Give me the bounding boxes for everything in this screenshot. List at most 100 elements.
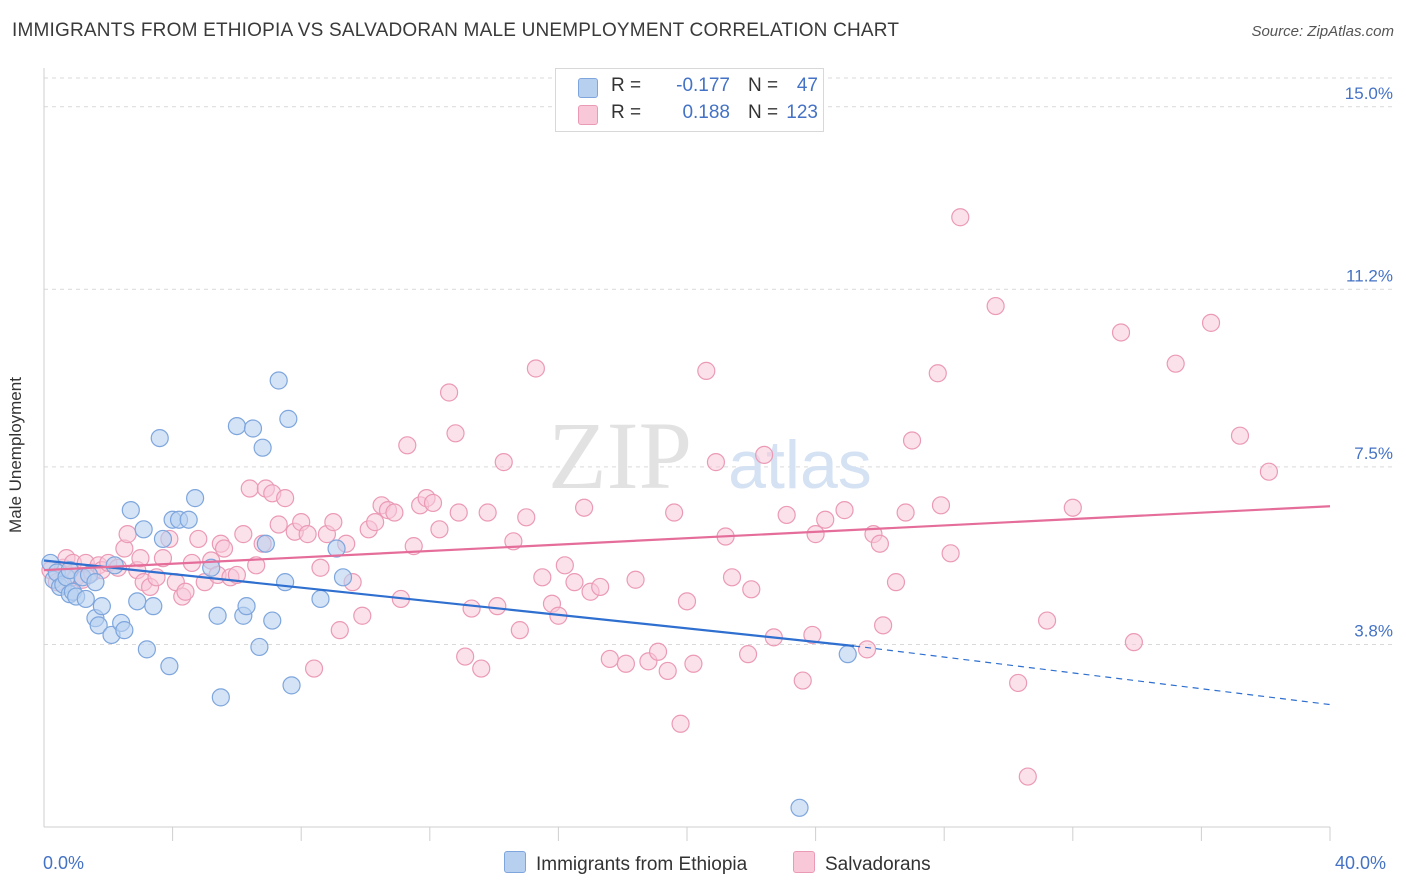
y-tick-label: 7.5% bbox=[1354, 444, 1393, 463]
salvadoran-point bbox=[385, 503, 404, 522]
n-label: N = bbox=[748, 102, 779, 123]
salvadoran-trend-line bbox=[43, 505, 1331, 572]
salvadoran-point bbox=[665, 503, 684, 522]
salvadoran-legend-swatch bbox=[793, 851, 815, 873]
salvadoran-point bbox=[803, 625, 822, 645]
ethiopia-trend-extension bbox=[854, 645, 1331, 706]
ethiopia-trend-line bbox=[43, 559, 855, 648]
r-value: -0.177 bbox=[676, 75, 730, 96]
salvadoran-point bbox=[510, 621, 529, 640]
salvadoran-point bbox=[616, 654, 636, 673]
salvadoran-point bbox=[366, 513, 385, 532]
salvadoran-point bbox=[1124, 633, 1143, 652]
salvadoran-point bbox=[462, 599, 481, 618]
salvadoran-point bbox=[472, 659, 491, 678]
ethiopia-point bbox=[253, 438, 272, 457]
salvadoran-point bbox=[353, 606, 372, 625]
ethiopia-swatch bbox=[578, 78, 598, 98]
salvadoran-point bbox=[902, 431, 922, 450]
salvadoran-point bbox=[835, 501, 854, 520]
ethiopia-point bbox=[92, 597, 111, 616]
watermark: ZIP atlas bbox=[548, 402, 872, 509]
salvadoran-point bbox=[269, 515, 288, 534]
salvadoran-point bbox=[247, 556, 266, 575]
salvadoran-point bbox=[591, 577, 610, 597]
salvadoran-point bbox=[446, 424, 465, 443]
legend-item-salvadoran: Salvadorans bbox=[793, 851, 931, 877]
salvadoran-point bbox=[742, 580, 761, 599]
y-tick-label: 11.2% bbox=[1346, 266, 1393, 285]
salvadoran-point bbox=[234, 525, 253, 544]
salvadoran-point bbox=[131, 549, 150, 568]
ethiopia-point bbox=[282, 676, 301, 695]
salvadoran-point bbox=[526, 359, 545, 378]
salvadoran-point bbox=[677, 592, 697, 611]
axes bbox=[43, 68, 1331, 841]
ethiopia-point bbox=[121, 501, 140, 520]
n-value: 47 bbox=[796, 75, 818, 96]
salvadoran-point bbox=[214, 539, 234, 558]
salvadoran-point bbox=[189, 529, 208, 549]
ethiopia-point bbox=[186, 489, 205, 508]
salvadoran-point bbox=[671, 714, 690, 733]
ethiopia-point bbox=[179, 510, 198, 529]
n-label: N = bbox=[748, 75, 779, 96]
ethiopia-point bbox=[89, 616, 108, 635]
watermark-atlas: atlas bbox=[728, 427, 872, 503]
ethiopia-point bbox=[202, 558, 221, 577]
salvadoran-point bbox=[565, 573, 584, 592]
legend-label-salvadoran: Salvadorans bbox=[825, 854, 931, 875]
ethiopia-point bbox=[208, 606, 227, 625]
salvadoran-point bbox=[658, 661, 677, 681]
ethiopia-point bbox=[250, 637, 269, 657]
salvadoran-point bbox=[276, 489, 295, 508]
salvadoran-point bbox=[1259, 462, 1279, 481]
salvadoran-point bbox=[324, 513, 343, 532]
salvadoran-point bbox=[896, 503, 915, 522]
salvadoran-point bbox=[478, 503, 497, 522]
salvadoran-point bbox=[986, 296, 1005, 316]
correlation-legend: R = -0.177 N = 47 R = 0.188 N = 123 bbox=[555, 68, 824, 132]
ethiopia-point bbox=[838, 645, 857, 664]
x-tick-label-max: 40.0% bbox=[1335, 853, 1387, 873]
salvadoran-point bbox=[439, 383, 459, 402]
salvadoran-point bbox=[1009, 673, 1028, 693]
salvadoran-point bbox=[517, 508, 536, 527]
salvadoran-point bbox=[1037, 611, 1057, 630]
legend-label-ethiopia: Immigrants from Ethiopia bbox=[536, 854, 748, 875]
ethiopia-point bbox=[86, 573, 105, 592]
ethiopia-point bbox=[243, 419, 263, 438]
salvadoran-point bbox=[951, 208, 970, 227]
ethiopia-point bbox=[76, 589, 95, 609]
y-tick-label: 3.8% bbox=[1354, 622, 1393, 641]
ethiopia-point bbox=[327, 539, 346, 558]
salvadoran-point bbox=[430, 520, 449, 539]
salvadoran-point bbox=[626, 570, 645, 589]
ethiopia-point bbox=[115, 621, 134, 640]
ethiopia-point bbox=[256, 534, 275, 553]
salvadoran-point bbox=[423, 493, 443, 513]
ethiopia-point bbox=[263, 611, 282, 630]
salvadoran-point bbox=[304, 659, 324, 678]
ethiopia-point bbox=[269, 371, 288, 390]
salvadoran-point bbox=[118, 525, 137, 544]
salvadoran-point bbox=[330, 621, 349, 640]
ethiopia-point bbox=[790, 798, 809, 817]
salvadoran-point bbox=[153, 549, 173, 568]
salvadoran-point bbox=[941, 544, 960, 563]
ethiopia-point bbox=[137, 640, 156, 659]
salvadoran-point bbox=[928, 364, 947, 383]
chart-title: IMMIGRANTS FROM ETHIOPIA VS SALVADORAN M… bbox=[12, 20, 900, 41]
y-tick-label: 15.0% bbox=[1345, 84, 1393, 103]
salvadoran-point bbox=[886, 573, 906, 592]
source-label: Source: ZipAtlas.com bbox=[1251, 23, 1394, 40]
ethiopia-point bbox=[311, 589, 330, 609]
salvadoran-point bbox=[176, 582, 195, 601]
salvadoran-point bbox=[1230, 426, 1250, 445]
salvadoran-point bbox=[311, 558, 330, 577]
ethiopia-point bbox=[211, 688, 230, 707]
salvadoran-point bbox=[227, 565, 246, 585]
ethiopia-point bbox=[276, 573, 295, 592]
salvadoran-point bbox=[931, 496, 951, 515]
salvadoran-point bbox=[533, 568, 552, 587]
